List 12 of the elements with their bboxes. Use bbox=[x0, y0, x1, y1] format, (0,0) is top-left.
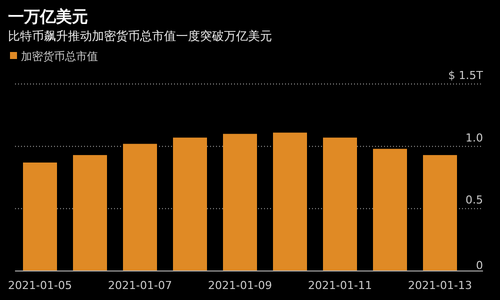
x-tick-label: 2021-01-13 bbox=[408, 279, 472, 292]
x-tick-label: 2021-01-11 bbox=[308, 279, 372, 292]
y-tick-label: 0.5 bbox=[466, 194, 483, 207]
x-tick-label: 2021-01-09 bbox=[208, 279, 272, 292]
legend-label: 加密货币总市值 bbox=[21, 50, 98, 63]
x-tick-label: 2021-01-05 bbox=[8, 279, 72, 292]
y-tick-label: 0 bbox=[476, 259, 483, 272]
y-tick-label: $ 1.5T bbox=[448, 69, 484, 82]
x-tick-label: 2021-01-07 bbox=[108, 279, 172, 292]
y-tick-label: 1.0 bbox=[466, 131, 483, 144]
chart-title: 一万亿美元 bbox=[8, 7, 88, 26]
chart-subtitle: 比特币飙升推动加密货币总市值一度突破万亿美元 bbox=[8, 29, 272, 43]
